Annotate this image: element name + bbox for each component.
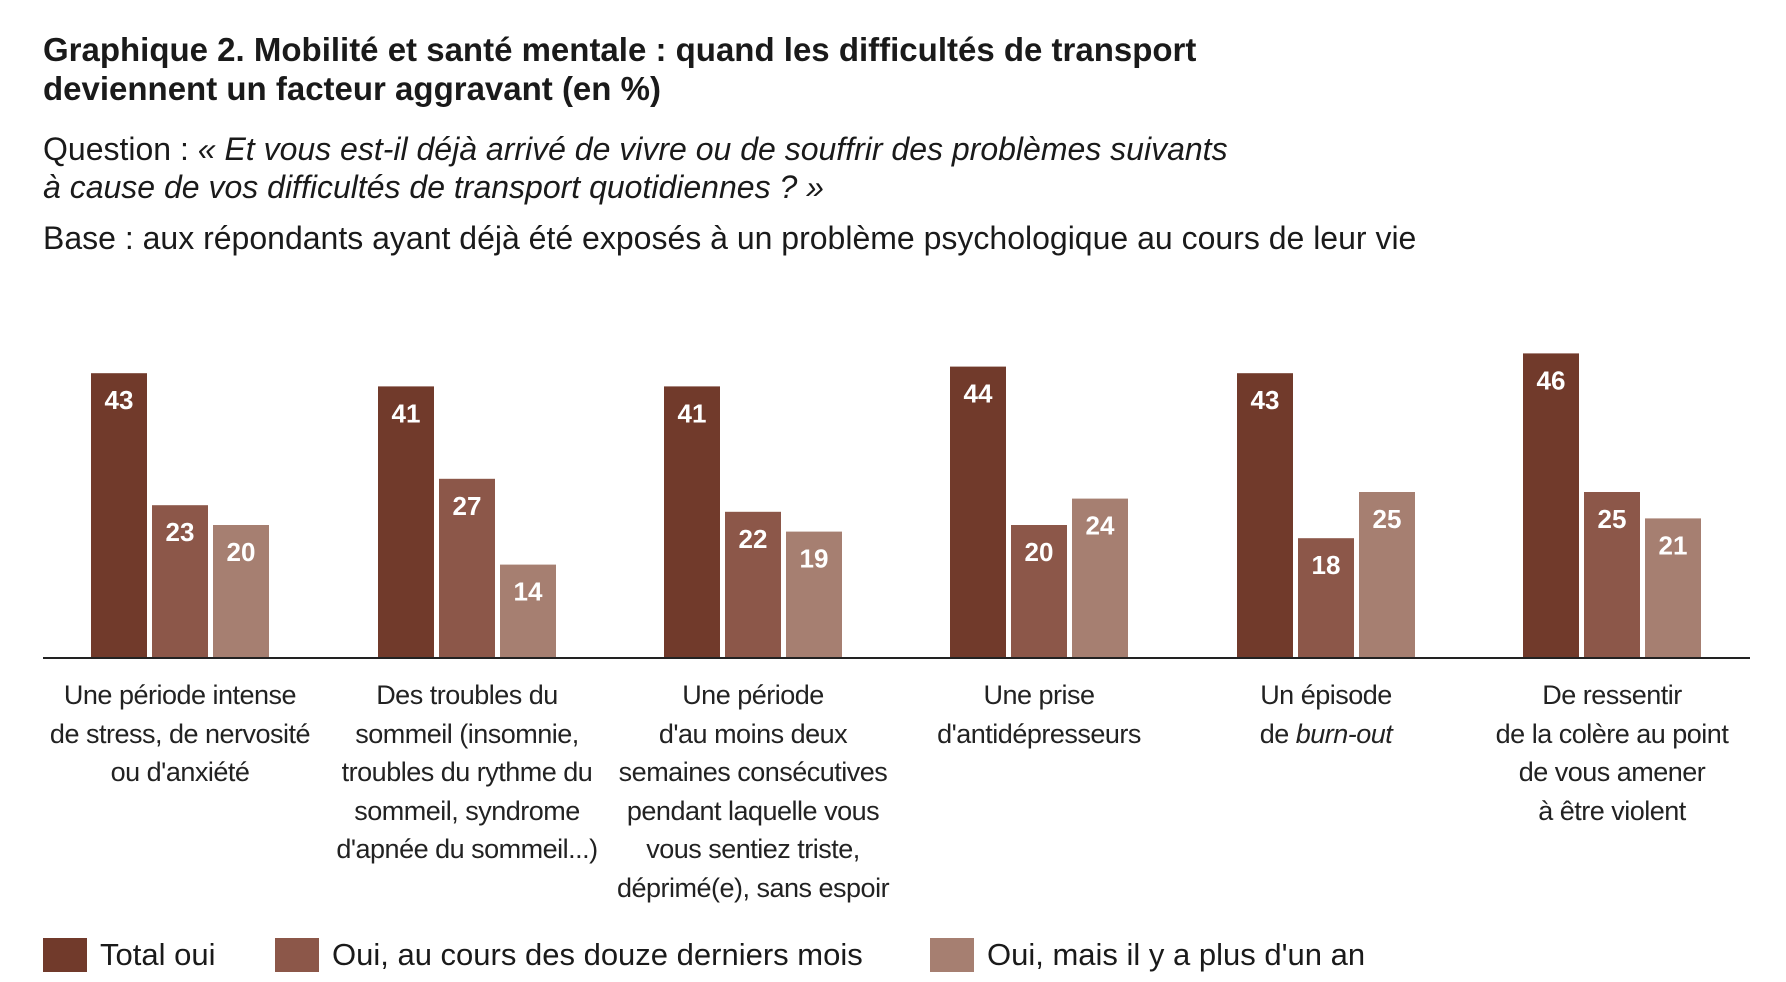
bar-value-total-6: 46: [1537, 365, 1566, 395]
category-label-6: De ressentir de la colère au point de vous…: [1467, 676, 1757, 830]
bar-value-over-a-year-3: 19: [800, 544, 829, 574]
bar-group-4: 44 20 24: [950, 366, 1128, 657]
category-label-line: de vous amener: [1518, 757, 1706, 787]
bar-group-3: 41 22 19: [664, 386, 842, 657]
category-label-line: d'au moins deux: [658, 718, 848, 749]
category-label-line: vous sentiez triste,: [646, 834, 860, 864]
bar-value-12-months-4: 20: [1025, 537, 1054, 567]
bar-over-a-year-6: [1645, 518, 1701, 657]
bar-chart: 43 23 20 41 27 14 41 22 19 44 20 24 43 18 25 46 25 21: [43, 353, 1750, 659]
bar-group-5: 43 18 25: [1237, 373, 1415, 657]
question-line1: « Et vous est-il déjà arrivé de vivre ou…: [197, 131, 1228, 167]
chart-title-line2: deviennent un facteur aggravant (en %): [43, 70, 661, 107]
category-label-line: semaines consécutives: [618, 757, 888, 787]
legend-item-12-months: Oui, au cours des douze derniers mois: [275, 938, 863, 972]
category-label-line: Un épisode: [1260, 680, 1392, 710]
legend-label-over-a-year: Oui, mais il y a plus d'un an: [987, 937, 1366, 972]
legend-swatch-over-a-year: [930, 938, 974, 972]
bar-value-over-a-year-2: 14: [514, 577, 543, 607]
category-label-line: à être violent: [1538, 795, 1686, 826]
bar-over-a-year-5: [1359, 492, 1415, 657]
category-label-line: d'antidépresseurs: [937, 718, 1141, 749]
category-label-4: Une prise d'antidépresseurs: [894, 676, 1184, 753]
bar-12-months-3: [725, 511, 781, 657]
category-label-line: sommeil, syndrome: [354, 795, 580, 826]
bar-value-12-months-3: 22: [739, 524, 768, 554]
bar-value-12-months-5: 18: [1312, 550, 1341, 580]
category-label-line: Une prise: [983, 680, 1095, 710]
bar-value-over-a-year-1: 20: [227, 537, 256, 567]
chart-title: Graphique 2. Mobilité et santé mentale :…: [43, 30, 1543, 108]
question-label: Question :: [43, 131, 198, 167]
bar-total-4: [950, 366, 1006, 657]
bar-value-total-5: 43: [1251, 385, 1280, 415]
category-label-line: d'apnée du sommeil...): [336, 834, 598, 864]
bar-total-3: [664, 386, 720, 657]
bar-total-2: [378, 386, 434, 657]
bar-total-1: [91, 373, 147, 657]
category-label-line: troubles du rythme du: [341, 757, 593, 787]
bar-value-total-4: 44: [964, 379, 993, 409]
chart-title-lead: Graphique 2.: [43, 31, 245, 68]
bar-total-6: [1523, 353, 1579, 657]
bar-value-12-months-1: 23: [166, 517, 195, 547]
legend-item-total: Total oui: [43, 938, 215, 972]
category-label-line: de stress, de nervosité: [49, 718, 311, 749]
chart-title-line1: Mobilité et santé mentale : quand les di…: [244, 31, 1197, 68]
category-label-line: déprimé(e), sans espoir: [616, 872, 890, 903]
bar-12-months-1: [152, 505, 208, 657]
base-text: Base : aux répondants ayant déjà été exp…: [43, 220, 1417, 256]
category-label-1: Une période intense de stress, de nervosi…: [35, 676, 325, 792]
category-label-line: Des troubles du: [376, 680, 558, 710]
category-label-5: Un épisode de burn-out: [1181, 676, 1471, 753]
bar-group-2: 41 27 14: [378, 386, 556, 657]
legend-label-12-months: Oui, au cours des douze derniers mois: [332, 937, 863, 972]
bar-over-a-year-3: [786, 531, 842, 657]
legend-label-total: Total oui: [100, 937, 216, 972]
category-label-line: de burn-out: [1259, 718, 1393, 749]
bar-12-months-2: [439, 478, 495, 657]
bar-over-a-year-4: [1072, 498, 1128, 657]
bar-over-a-year-1: [213, 525, 269, 657]
category-label-3: Une période d'au moins deux semaines consé…: [608, 676, 898, 907]
legend-swatch-total: [43, 938, 87, 972]
legend-swatch-12-months: [275, 938, 319, 972]
bar-value-12-months-6: 25: [1598, 504, 1627, 534]
bar-value-over-a-year-6: 21: [1659, 530, 1688, 560]
category-label-line: Une période: [682, 680, 824, 710]
category-label-line: Une période intense: [63, 680, 297, 710]
category-label-line: pendant laquelle vous: [626, 795, 880, 826]
bar-over-a-year-2: [500, 564, 556, 657]
bar-12-months-6: [1584, 492, 1640, 657]
bar-value-total-1: 43: [105, 385, 134, 415]
bar-12-months-5: [1298, 538, 1354, 657]
bar-12-months-4: [1011, 525, 1067, 657]
bar-value-over-a-year-5: 25: [1373, 504, 1402, 534]
category-label-2: Des troubles du sommeil (insomnie, trouble…: [322, 676, 612, 869]
bar-value-total-3: 41: [678, 398, 707, 428]
bar-value-total-2: 41: [392, 398, 421, 428]
bar-group-6: 46 25 21: [1523, 353, 1701, 657]
category-label-line: ou d'anxiété: [110, 757, 250, 787]
category-label-line: sommeil (insomnie,: [355, 718, 579, 749]
bar-total-5: [1237, 373, 1293, 657]
bar-value-12-months-2: 27: [453, 491, 482, 521]
question-text: Question : « Et vous est-il déjà arrivé …: [43, 130, 1643, 206]
bar-value-over-a-year-4: 24: [1086, 511, 1115, 541]
category-label-line: De ressentir: [1542, 680, 1682, 710]
bar-group-1: 43 23 20: [91, 373, 269, 657]
category-label-line: de la colère au point: [1495, 718, 1729, 749]
legend-item-over-a-year: Oui, mais il y a plus d'un an: [930, 938, 1365, 972]
question-line2: à cause de vos difficultés de transport …: [43, 169, 824, 205]
